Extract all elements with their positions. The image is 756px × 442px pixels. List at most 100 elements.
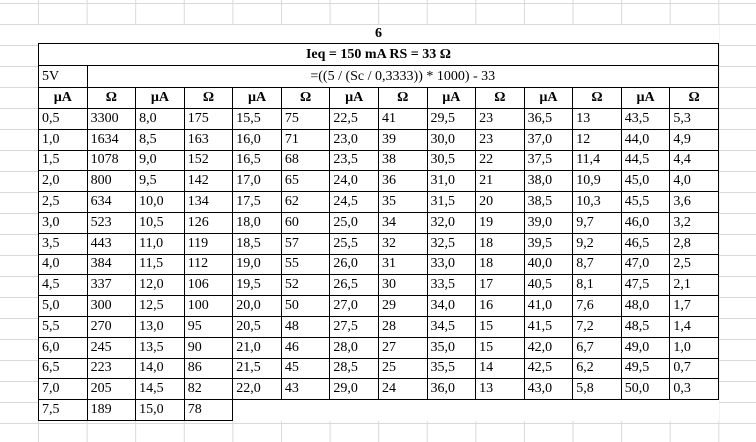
cell: 37,5 bbox=[523, 149, 574, 172]
title: Ieq = 150 mA RS = 33 Ω bbox=[38, 43, 719, 66]
data-row: 6,0 245 13,5 90 21,0 46 28,0 27 35,0 15 42,0 6,7 49,… bbox=[38, 336, 719, 359]
cell: 41,0 bbox=[523, 295, 574, 317]
cell: 18 bbox=[475, 253, 525, 276]
empty-cell bbox=[573, 400, 622, 421]
cell: 119 bbox=[183, 232, 234, 255]
cell: 4,9 bbox=[669, 128, 719, 151]
cell: 9,7 bbox=[572, 211, 622, 234]
cell: 8,0 bbox=[135, 108, 185, 130]
cell: 23 bbox=[475, 128, 525, 151]
cell: 6,0 bbox=[38, 336, 88, 359]
cell: 1,7 bbox=[669, 295, 719, 317]
cell: 12,0 bbox=[135, 274, 185, 297]
cell: 24,5 bbox=[329, 191, 379, 213]
cell: 7,2 bbox=[572, 315, 622, 338]
cell: 9,2 bbox=[572, 232, 622, 255]
cell: 30,5 bbox=[426, 149, 477, 172]
cell: 5,5 bbox=[38, 315, 88, 338]
cell: 15 bbox=[475, 315, 525, 338]
cell: 38,5 bbox=[523, 191, 574, 213]
column-header: µA bbox=[620, 87, 671, 109]
cell: 13,5 bbox=[135, 336, 185, 359]
cell: 65 bbox=[280, 170, 331, 193]
cell: 14,0 bbox=[135, 357, 185, 380]
cell: 11,0 bbox=[135, 232, 185, 255]
cell: 39 bbox=[377, 128, 428, 151]
cell: 3300 bbox=[86, 108, 137, 130]
cell: 29,5 bbox=[426, 108, 477, 130]
cell: 90 bbox=[183, 336, 234, 359]
cell: 30 bbox=[377, 274, 428, 297]
cell: 48,5 bbox=[620, 315, 671, 338]
data-row: 5,0 300 12,5 100 20,0 50 27,0 29 34,0 16 41,0 7,6 48… bbox=[38, 295, 719, 317]
cell: 0,7 bbox=[669, 357, 719, 380]
cell: 32,5 bbox=[426, 232, 477, 255]
cell: 245 bbox=[86, 336, 137, 359]
cell: 3,5 bbox=[38, 232, 88, 255]
cell: 7,5 bbox=[38, 399, 88, 421]
cell: 175 bbox=[183, 108, 234, 130]
cell: 27,5 bbox=[329, 315, 379, 338]
data-row: 6,5 223 14,0 86 21,5 45 28,5 25 35,5 14 42,5 6,2 49,… bbox=[38, 357, 719, 380]
cell: 26,0 bbox=[329, 253, 379, 276]
cell: 32 bbox=[377, 232, 428, 255]
empty-cell bbox=[524, 400, 573, 421]
cell: 16,0 bbox=[232, 128, 282, 151]
cell: 15 bbox=[475, 336, 525, 359]
cell: 31,0 bbox=[426, 170, 477, 193]
cell: 300 bbox=[86, 295, 137, 317]
cell: 4,0 bbox=[669, 170, 719, 193]
cell: 205 bbox=[86, 378, 137, 401]
cell: 49,5 bbox=[620, 357, 671, 380]
cell: 82 bbox=[183, 378, 234, 401]
cell: 40,0 bbox=[523, 253, 574, 276]
cell: 4,0 bbox=[38, 253, 88, 276]
column-header: µA bbox=[329, 87, 379, 109]
cell: 19,0 bbox=[232, 253, 282, 276]
cell: 142 bbox=[183, 170, 234, 193]
cell: 1078 bbox=[86, 149, 137, 172]
cell: 523 bbox=[86, 211, 137, 234]
voltage-label: 5V bbox=[38, 65, 88, 88]
cell: 23,0 bbox=[329, 128, 379, 151]
cell: 29,0 bbox=[329, 378, 379, 401]
cell: 86 bbox=[183, 357, 234, 380]
cell: 1,0 bbox=[38, 128, 88, 151]
cell: 152 bbox=[183, 149, 234, 172]
cell: 35,0 bbox=[426, 336, 477, 359]
cell: 163 bbox=[183, 128, 234, 151]
cell: 39,0 bbox=[523, 211, 574, 234]
cell: 15,0 bbox=[135, 399, 185, 421]
empty-cell bbox=[621, 400, 670, 421]
cell: 20 bbox=[475, 191, 525, 213]
cell: 75 bbox=[280, 108, 331, 130]
cell: 27,0 bbox=[329, 295, 379, 317]
data-row: 2,0 800 9,5 142 17,0 65 24,0 36 31,0 21 38,0 10,9 45… bbox=[38, 170, 719, 193]
cell: 126 bbox=[183, 211, 234, 234]
data-row: 7,0 205 14,5 82 22,0 43 29,0 24 36,0 13 43,0 5,8 50,… bbox=[38, 378, 719, 401]
cell: 55 bbox=[280, 253, 331, 276]
cell: 3,6 bbox=[669, 191, 719, 213]
data-row: 3,5 443 11,0 119 18,5 57 25,5 32 32,5 18 39,5 9,2 46… bbox=[38, 232, 719, 255]
column-header: µA bbox=[426, 87, 477, 109]
cell: 36 bbox=[377, 170, 428, 193]
cell: 443 bbox=[86, 232, 137, 255]
cell: 95 bbox=[183, 315, 234, 338]
cell: 25,5 bbox=[329, 232, 379, 255]
cell: 13 bbox=[572, 108, 622, 130]
column-header: Ω bbox=[86, 87, 137, 109]
cell: 39,5 bbox=[523, 232, 574, 255]
cell: 25,0 bbox=[329, 211, 379, 234]
cell: 29 bbox=[377, 295, 428, 317]
cell: 6,7 bbox=[572, 336, 622, 359]
cell: 10,5 bbox=[135, 211, 185, 234]
cell: 31,5 bbox=[426, 191, 477, 213]
cell: 100 bbox=[183, 295, 234, 317]
column-header: Ω bbox=[475, 87, 525, 109]
cell: 35 bbox=[377, 191, 428, 213]
column-header: µA bbox=[523, 87, 574, 109]
cell: 20,5 bbox=[232, 315, 282, 338]
cell: 5,0 bbox=[38, 295, 88, 317]
cell: 34,0 bbox=[426, 295, 477, 317]
cell: 8,7 bbox=[572, 253, 622, 276]
